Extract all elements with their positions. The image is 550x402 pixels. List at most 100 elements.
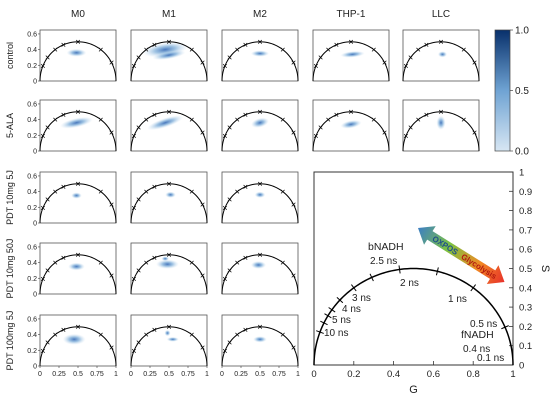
cluster-0 bbox=[251, 117, 269, 128]
semicircle-tick bbox=[371, 47, 376, 52]
row-header-pdt-10mg-5j: PDT 10mg 5J bbox=[5, 170, 15, 225]
y-tick-label: 0 bbox=[33, 221, 37, 228]
semicircle-tick bbox=[461, 117, 466, 122]
ref-x-axis-label: G bbox=[409, 384, 418, 396]
ref-x-tick-label: 0.4 bbox=[387, 369, 400, 380]
column-header-m1: M1 bbox=[162, 9, 176, 20]
ref-lifetime-label: 2 ns bbox=[400, 278, 419, 289]
panel-r4-c2: 0 0.25 0.5 0.75 1 bbox=[220, 314, 300, 378]
ref-lifetime-label: 0.5 ns bbox=[470, 319, 497, 330]
x-tick-label: 0.5 bbox=[255, 371, 265, 378]
semicircle-tick bbox=[40, 63, 45, 68]
semicircle-tick bbox=[109, 345, 114, 350]
semicircle-tick bbox=[280, 189, 285, 194]
panel-r1-c3 bbox=[312, 99, 390, 152]
semicircle-tick bbox=[200, 60, 205, 65]
panel-grid: 0 0.2 0.4 0.6 0 0.2 0.4 0.6 0 0.2 0.4 0.6 0 0.2 0.4 0.6… bbox=[27, 29, 480, 378]
cluster-0 bbox=[164, 329, 171, 337]
y-tick-label: 0.2 bbox=[27, 276, 37, 283]
semicircle-tick bbox=[222, 276, 227, 281]
panel-r4-c0: 0 0.2 0.4 0.6 0 0.25 0.5 0.75 1 bbox=[27, 314, 118, 378]
row-headers: control 5-ALA PDT 10mg 5J PDT 10mg 50J PDT 1… bbox=[5, 42, 15, 370]
x-tick-label: 1 bbox=[114, 371, 118, 378]
x-tick-label: 1 bbox=[296, 371, 300, 378]
y-tick-label: 0.6 bbox=[27, 31, 37, 38]
column-header-llc: LLC bbox=[432, 9, 450, 20]
semicircle-tick bbox=[257, 109, 263, 114]
ref-y-tick-label: 0.8 bbox=[519, 206, 532, 217]
semicircle-tick bbox=[109, 202, 114, 207]
ref-lifetime-label: 5 ns bbox=[332, 315, 351, 326]
semicircle-tick bbox=[144, 47, 149, 52]
semicircle-tick bbox=[166, 324, 172, 329]
semicircle-tick bbox=[136, 125, 141, 130]
semicircle-tick bbox=[144, 189, 149, 194]
x-tick-label: 0.75 bbox=[90, 371, 104, 378]
semicircle-tick bbox=[472, 130, 477, 135]
ref-x-tick-label: 1 bbox=[510, 369, 515, 380]
semicircle-tick bbox=[222, 63, 227, 68]
cluster-0 bbox=[156, 259, 179, 269]
y-tick-label: 0.6 bbox=[27, 173, 37, 180]
semicircle-tick bbox=[235, 47, 240, 52]
panel-r0-c3 bbox=[312, 29, 390, 82]
semicircle-tick bbox=[408, 125, 413, 130]
x-tick-label: 0.5 bbox=[73, 371, 83, 378]
semicircle-tick bbox=[318, 125, 323, 130]
ref-species-bnadh: bNADH bbox=[368, 241, 404, 253]
semicircle-tick bbox=[291, 202, 296, 207]
cluster-0 bbox=[437, 51, 448, 58]
semicircle-tick bbox=[109, 130, 114, 135]
semicircle-tick bbox=[40, 205, 45, 210]
semicircle-tick bbox=[235, 189, 240, 194]
cluster-0 bbox=[60, 116, 93, 129]
panel-r2-c0: 0 0.2 0.4 0.6 bbox=[27, 171, 117, 228]
semicircle-tick bbox=[40, 133, 45, 138]
x-tick-label: 0.75 bbox=[181, 371, 195, 378]
y-tick-label: 0 bbox=[33, 79, 37, 86]
ref-lifetime-tick bbox=[470, 284, 477, 292]
panel-r3-c1 bbox=[130, 242, 208, 295]
panel-r1-c0: 0 0.2 0.4 0.6 bbox=[27, 99, 117, 156]
ref-y-tick-label: 0.1 bbox=[519, 341, 532, 352]
y-tick-label: 0.2 bbox=[27, 133, 37, 140]
ref-y-tick-label: 0.6 bbox=[519, 245, 532, 256]
semicircle-tick bbox=[98, 189, 103, 194]
semicircle-tick bbox=[152, 42, 157, 47]
semicircle-tick bbox=[109, 60, 114, 65]
ref-x-tick-label: 0.2 bbox=[347, 369, 360, 380]
semicircle-tick bbox=[227, 197, 232, 202]
semicircle-tick bbox=[45, 268, 50, 273]
cluster-0 bbox=[147, 115, 184, 131]
panel-r1-c1 bbox=[130, 99, 208, 152]
panel-frame bbox=[130, 29, 208, 82]
semicircle-tick bbox=[243, 112, 248, 117]
semicircle-tick bbox=[235, 117, 240, 122]
ref-lifetime-tick bbox=[320, 320, 328, 326]
semicircle-tick bbox=[227, 340, 232, 345]
colorbar-tick-label: 0.5 bbox=[515, 86, 529, 97]
semicircle-tick bbox=[334, 112, 339, 117]
semicircle-tick bbox=[243, 42, 248, 47]
semicircle-tick bbox=[280, 47, 285, 52]
column-header-m0: M0 bbox=[71, 9, 85, 20]
y-tick-label: 0.6 bbox=[27, 316, 37, 323]
semicircle-tick bbox=[461, 47, 466, 52]
semicircle-tick bbox=[136, 197, 141, 202]
y-tick-label: 0.4 bbox=[27, 189, 37, 196]
semicircle-tick bbox=[257, 181, 263, 186]
semicircle-tick bbox=[348, 39, 354, 44]
panel-r3-c2 bbox=[221, 242, 299, 295]
semicircle-tick bbox=[61, 112, 66, 117]
semicircle-tick bbox=[416, 47, 421, 52]
semicircle-tick bbox=[280, 332, 285, 337]
y-tick-label: 0 bbox=[33, 364, 37, 371]
semicircle-tick bbox=[222, 348, 227, 353]
x-tick-label: 0 bbox=[129, 371, 133, 378]
ref-lifetime-tick bbox=[398, 265, 401, 274]
semicircle-tick bbox=[53, 332, 58, 337]
panel-r3-c0: 0 0.2 0.4 0.6 bbox=[27, 242, 117, 299]
semicircle-tick bbox=[222, 205, 227, 210]
semicircle-tick bbox=[152, 112, 157, 117]
panel-frame bbox=[130, 171, 208, 224]
